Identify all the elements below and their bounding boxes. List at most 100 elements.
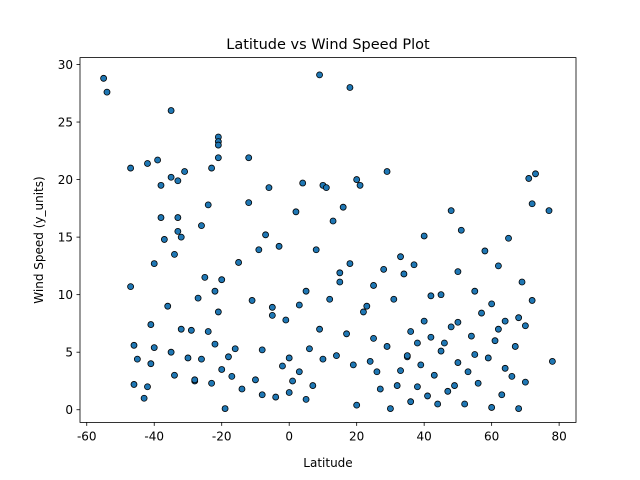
point	[150, 260, 158, 267]
point	[370, 334, 377, 342]
point	[100, 74, 108, 82]
y-tick-label: 0	[65, 403, 73, 417]
point	[370, 282, 377, 289]
point	[302, 395, 310, 403]
point	[147, 321, 155, 328]
point	[319, 355, 327, 363]
point	[285, 389, 293, 396]
point	[268, 303, 276, 311]
point	[410, 261, 418, 269]
point	[221, 405, 229, 412]
point	[393, 382, 401, 389]
point	[211, 340, 219, 348]
point	[214, 154, 222, 162]
point	[494, 262, 502, 270]
chart-title: Latitude vs Wind Speed Plot	[226, 37, 430, 53]
point	[501, 317, 509, 325]
point	[133, 355, 141, 363]
point	[488, 300, 496, 308]
point	[268, 311, 276, 319]
point	[295, 368, 303, 376]
point	[518, 278, 526, 286]
point	[339, 203, 347, 211]
point	[103, 88, 111, 96]
point	[160, 236, 168, 243]
point	[403, 352, 411, 360]
point	[471, 351, 479, 358]
point	[414, 339, 421, 347]
point	[174, 214, 182, 221]
point	[420, 232, 428, 240]
point	[167, 107, 175, 114]
point	[198, 355, 205, 363]
point	[167, 173, 175, 181]
point	[427, 333, 435, 341]
point	[491, 337, 499, 345]
point	[292, 208, 300, 216]
point	[127, 164, 135, 172]
point	[521, 322, 529, 330]
point	[511, 343, 519, 350]
point	[238, 385, 246, 393]
point	[316, 71, 323, 79]
point	[397, 253, 404, 261]
y-axis-label: Wind Speed (y_units)	[32, 176, 46, 303]
point	[346, 260, 354, 267]
point	[181, 168, 188, 175]
point	[144, 160, 151, 167]
x-tick-label: -60	[77, 429, 97, 443]
point	[336, 269, 344, 277]
point	[532, 170, 539, 178]
point	[245, 154, 253, 162]
point	[444, 387, 452, 395]
point	[471, 287, 479, 295]
point	[366, 358, 374, 365]
point	[167, 348, 175, 356]
point	[336, 278, 344, 286]
point	[397, 367, 404, 375]
point	[299, 179, 307, 187]
point	[380, 265, 388, 273]
point	[451, 382, 458, 389]
point	[437, 291, 445, 299]
point	[478, 309, 485, 317]
point	[198, 222, 205, 230]
point	[454, 268, 462, 276]
x-tick-label: -20	[212, 429, 232, 443]
point	[390, 295, 398, 303]
x-tick-label: 60	[484, 429, 499, 443]
point	[228, 372, 236, 380]
point	[312, 246, 320, 254]
point	[420, 317, 428, 325]
point	[494, 325, 502, 333]
point	[302, 287, 310, 295]
y-tick-label: 10	[58, 288, 73, 302]
point	[171, 371, 178, 379]
point	[488, 404, 496, 411]
point	[144, 383, 151, 391]
x-tick-label: -40	[144, 429, 164, 443]
point	[387, 405, 394, 412]
point	[306, 345, 313, 353]
point	[322, 184, 330, 192]
point	[521, 378, 529, 386]
point	[201, 274, 209, 281]
point	[204, 328, 212, 335]
point	[208, 164, 215, 172]
point	[353, 176, 361, 183]
point	[258, 346, 266, 354]
point	[383, 168, 391, 175]
point	[127, 283, 135, 291]
point	[157, 181, 165, 189]
point	[326, 295, 334, 303]
point	[147, 360, 155, 368]
point	[349, 361, 357, 369]
point	[130, 341, 138, 349]
point	[457, 226, 465, 234]
point	[528, 200, 536, 208]
point	[265, 184, 273, 192]
point	[231, 345, 239, 353]
point	[400, 270, 408, 278]
point	[515, 405, 523, 412]
